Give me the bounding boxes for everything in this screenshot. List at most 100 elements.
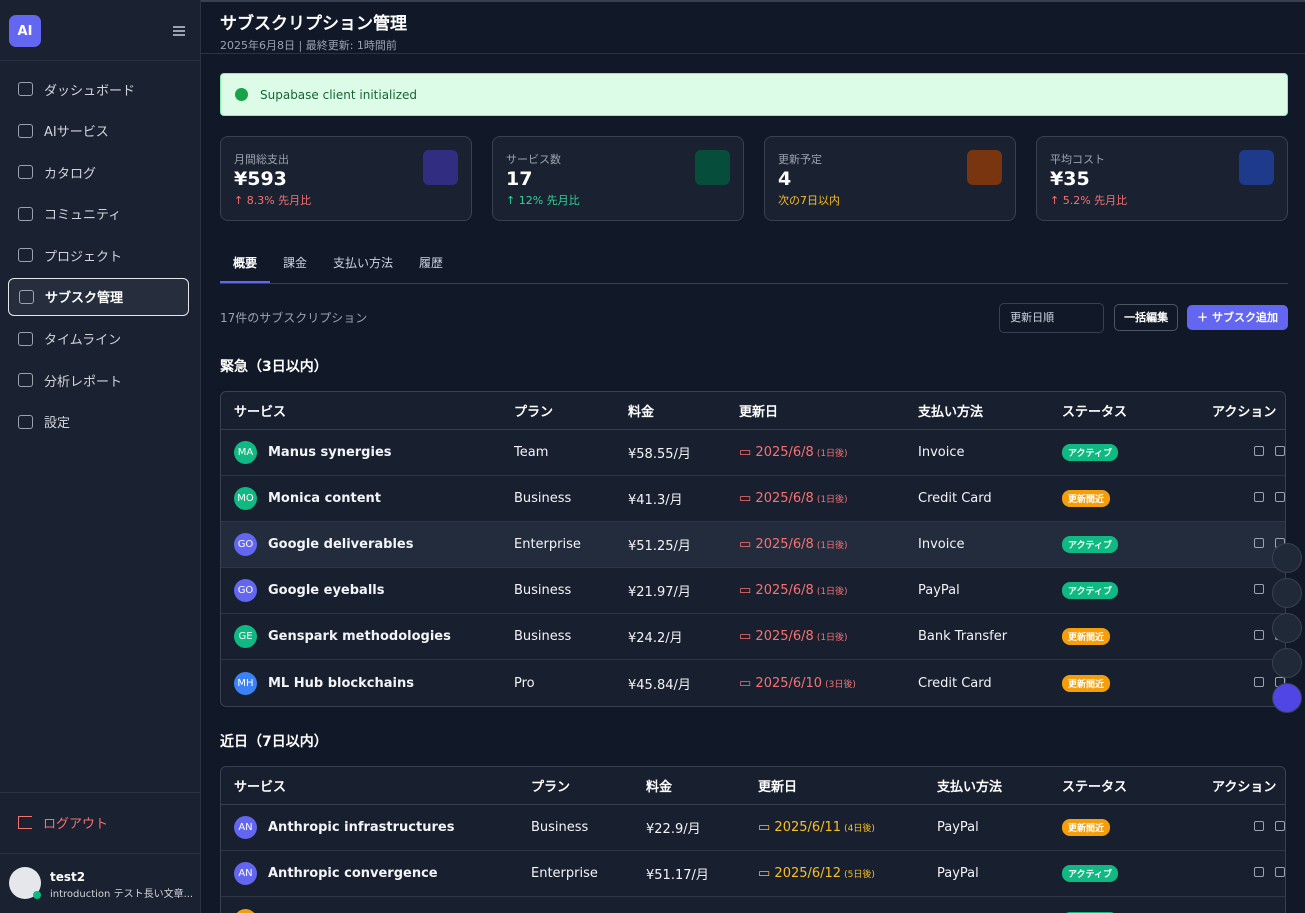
bulk-edit[interactable]: 一括編集 xyxy=(1114,304,1178,331)
edit-button[interactable] xyxy=(1254,867,1264,877)
sort-select[interactable]: 更新日順 xyxy=(999,303,1104,333)
stat-icon xyxy=(967,150,1002,185)
nav-item[interactable]: カタログ xyxy=(8,153,189,191)
nav-item[interactable]: プロジェクト xyxy=(8,236,189,274)
actions xyxy=(1199,897,1285,913)
status-cell: アクティブ xyxy=(1049,897,1199,913)
float-button[interactable] xyxy=(1272,578,1302,608)
plan: Team xyxy=(501,430,615,476)
tab[interactable]: 概要 xyxy=(220,243,270,283)
date: 2025/6/10 xyxy=(755,676,822,691)
nav-item[interactable]: サブスク管理 xyxy=(8,278,189,316)
stat-icon xyxy=(1239,150,1274,185)
price: ¥45.84/月 xyxy=(615,660,726,706)
row[interactable]: GOGoogle deliverablesEnterprise¥51.25/月▭… xyxy=(221,522,1285,568)
date: 2025/6/8 xyxy=(755,537,813,552)
price: ¥41.3/月 xyxy=(615,476,726,522)
row[interactable]: ANAnthropic infrastructuresBusiness¥22.9… xyxy=(221,805,1285,851)
float-button[interactable] xyxy=(1272,543,1302,573)
status-badge: アクティブ xyxy=(1062,444,1118,461)
logo[interactable]: AI xyxy=(9,15,41,47)
delete-button[interactable] xyxy=(1275,821,1285,831)
column-header: ステータス xyxy=(1049,767,1199,805)
delete-button[interactable] xyxy=(1275,492,1285,502)
edit-button[interactable] xyxy=(1254,677,1264,687)
service-cell: MOMonica content xyxy=(221,476,501,522)
nav-item[interactable]: タイムライン xyxy=(8,320,189,358)
status-cell: アクティブ xyxy=(1049,522,1199,568)
service-cell: WIWindsurf e-markets xyxy=(221,897,518,913)
tab[interactable]: 課金 xyxy=(270,243,320,283)
row[interactable]: GEGenspark methodologiesBusiness¥24.2/月▭… xyxy=(221,614,1285,660)
days-left: (1日後) xyxy=(817,587,848,597)
renewal-date: ▭ 2025/6/8(1日後) xyxy=(726,568,905,614)
row[interactable]: MHML Hub blockchainsPro¥45.84/月▭ 2025/6/… xyxy=(221,660,1285,706)
header-row: サービスプラン料金更新日支払い方法ステータスアクション xyxy=(221,767,1285,805)
delete-button[interactable] xyxy=(1275,867,1285,877)
stat-change: ↑ 8.3% 先月比 xyxy=(234,192,458,208)
days-left: (1日後) xyxy=(817,449,848,459)
float-button[interactable] xyxy=(1272,683,1302,713)
float-button[interactable] xyxy=(1272,648,1302,678)
menu-toggle[interactable] xyxy=(173,26,185,36)
calendar-icon: ▭ xyxy=(739,629,755,644)
actions xyxy=(1199,476,1285,522)
status-badge: アクティブ xyxy=(1062,536,1118,553)
row[interactable]: GOGoogle eyeballsBusiness¥21.97/月▭ 2025/… xyxy=(221,568,1285,614)
service-cell: MHML Hub blockchains xyxy=(221,660,501,706)
alert: Supabase client initialized xyxy=(220,73,1288,116)
plan: Pro xyxy=(501,660,615,706)
renewal-date: ▭ 2025/6/8(1日後) xyxy=(726,430,905,476)
service-name: Google deliverables xyxy=(268,537,413,552)
row[interactable]: MOMonica contentBusiness¥41.3/月▭ 2025/6/… xyxy=(221,476,1285,522)
delete-button[interactable] xyxy=(1275,446,1285,456)
toolbar: 17件のサブスクリプション 更新日順 一括編集 ＋ サブスク追加 xyxy=(220,303,1288,332)
date: 2025/6/8 xyxy=(755,445,813,460)
plan: Enterprise xyxy=(518,851,633,897)
service-avatar: GO xyxy=(234,533,257,556)
edit-button[interactable] xyxy=(1254,821,1264,831)
logout-label: ログアウト xyxy=(43,813,108,832)
renewal-date: ▭ 2025/6/12(5日後) xyxy=(745,851,924,897)
calendar-icon: ▭ xyxy=(739,491,755,506)
service-avatar: MA xyxy=(234,441,257,464)
nav-item[interactable]: AIサービス xyxy=(8,112,189,150)
payment: PayPal xyxy=(924,805,1049,851)
float-button[interactable] xyxy=(1272,613,1302,643)
actions xyxy=(1199,805,1285,851)
tab[interactable]: 支払い方法 xyxy=(320,243,406,283)
status-badge: アクティブ xyxy=(1062,582,1118,599)
edit-button[interactable] xyxy=(1254,492,1264,502)
actions xyxy=(1199,430,1285,476)
column-header: アクション xyxy=(1199,392,1285,430)
row[interactable]: MAManus synergiesTeam¥58.55/月▭ 2025/6/8(… xyxy=(221,430,1285,476)
tab[interactable]: 履歴 xyxy=(406,243,456,283)
logout[interactable]: ログアウト xyxy=(18,813,108,832)
service-avatar: WI xyxy=(234,909,257,913)
payment: Credit Card xyxy=(905,476,1049,522)
user-avatar[interactable] xyxy=(9,867,41,899)
nav-item[interactable]: 設定 xyxy=(8,403,189,441)
service-name: ML Hub blockchains xyxy=(268,676,414,691)
date: 2025/6/8 xyxy=(755,583,813,598)
column-header: 支払い方法 xyxy=(905,392,1049,430)
add-button[interactable]: ＋ サブスク追加 xyxy=(1187,305,1288,330)
column-header: 料金 xyxy=(615,392,726,430)
nav-item[interactable]: 分析レポート xyxy=(8,361,189,399)
tabs: 概要課金支払い方法履歴 xyxy=(220,243,1288,284)
nav-item[interactable]: コミュニティ xyxy=(8,195,189,233)
renewal-date: ▭ 2025/6/10(3日後) xyxy=(726,660,905,706)
date: 2025/6/12 xyxy=(774,866,841,881)
count: 17件のサブスクリプション xyxy=(220,309,999,326)
row[interactable]: ANAnthropic convergenceEnterprise¥51.17/… xyxy=(221,851,1285,897)
edit-button[interactable] xyxy=(1254,538,1264,548)
edit-button[interactable] xyxy=(1254,446,1264,456)
nav-item[interactable]: ダッシュボード xyxy=(8,70,189,108)
price: ¥11.01/月 xyxy=(633,897,745,913)
row[interactable]: WIWindsurf e-marketsTeam¥11.01/月▭ 2025/6… xyxy=(221,897,1285,913)
stat-card: 月間総支出¥593↑ 8.3% 先月比 xyxy=(220,136,472,221)
payment: Bank Transfer xyxy=(905,614,1049,660)
edit-button[interactable] xyxy=(1254,630,1264,640)
edit-button[interactable] xyxy=(1254,584,1264,594)
